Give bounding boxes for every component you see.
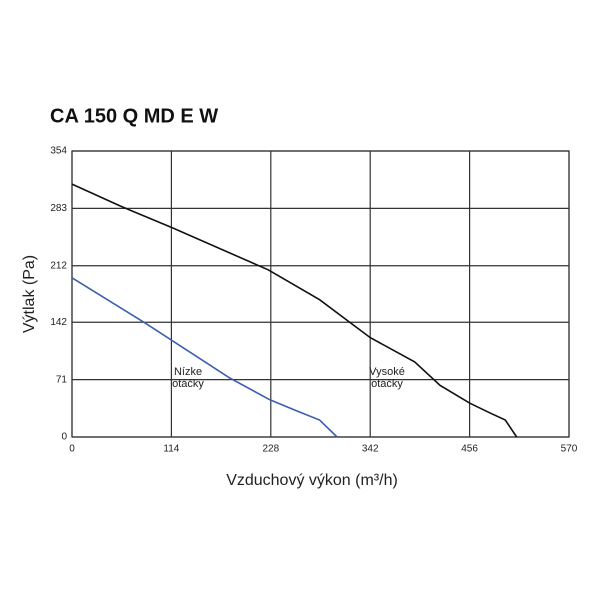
y-tick-label: 71 [56, 374, 68, 385]
chart-title: CA 150 Q MD E W [50, 105, 218, 127]
x-tick-label: 0 [69, 444, 75, 455]
y-tick-label: 212 [50, 260, 67, 271]
plot-frame [71, 150, 570, 438]
x-tick-label: 570 [561, 444, 578, 455]
series-annotation: Vysoké otáčky [369, 366, 405, 390]
y-axis-label: Výtlak (Pa) [21, 255, 38, 333]
series-line [71, 277, 338, 438]
series-annotation: Nízke otáčky [172, 366, 204, 390]
x-tick-label: 456 [461, 444, 478, 455]
series-line [71, 183, 518, 438]
x-tick-label: 342 [362, 444, 379, 455]
x-axis-label: Vzduchový výkon (m³/h) [226, 472, 398, 489]
y-tick-label: 142 [50, 317, 67, 328]
x-tick-label: 114 [163, 444, 179, 455]
y-tick-label: 354 [50, 146, 67, 157]
y-tick-label: 283 [50, 203, 67, 214]
x-tick-label: 228 [262, 444, 279, 455]
y-tick-label: 0 [61, 432, 67, 443]
